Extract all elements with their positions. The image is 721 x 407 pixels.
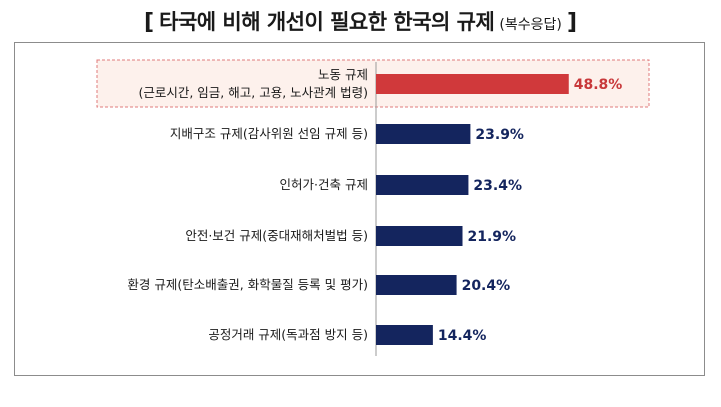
value-label-3: 21.9%	[468, 229, 517, 245]
value-label-1: 23.9%	[475, 127, 524, 143]
bar-3	[376, 226, 463, 246]
value-label-5: 14.4%	[438, 328, 487, 344]
category-label-3: 안전·보건 규제(중대재해처벌법 등)	[185, 228, 368, 243]
value-label-2: 23.4%	[473, 178, 522, 194]
bar-5	[376, 325, 433, 345]
value-label-4: 20.4%	[462, 278, 511, 294]
bar-2	[376, 175, 469, 195]
value-label-0: 48.8%	[574, 77, 623, 93]
category-label-4: 환경 규제(탄소배출권, 화학물질 등록 및 평가)	[127, 277, 368, 292]
category-label-0-line-1: (근로시간, 임금, 해고, 고용, 노사관계 법령)	[138, 85, 368, 100]
bar-0	[376, 74, 569, 94]
category-label-2: 인허가·건축 규제	[280, 177, 368, 192]
category-label-0-line-0: 노동 규제	[318, 67, 368, 82]
title-main: 타국에 비해 개선이 필요한 한국의 규제	[159, 10, 495, 34]
title-bracket-close: ]	[566, 10, 578, 35]
category-label-1: 지배구조 규제(감사위원 선임 규제 등)	[170, 126, 368, 141]
bar-1	[376, 124, 471, 144]
category-label-5: 공정거래 규제(독과점 방지 등)	[208, 327, 368, 342]
title-subtitle: (복수응답)	[499, 17, 562, 33]
title-bracket-open: [	[143, 10, 155, 35]
bar-4	[376, 275, 457, 295]
chart-frame	[14, 42, 705, 376]
chart-title: [ 타국에 비해 개선이 필요한 한국의 규제 (복수응답) ]	[0, 6, 721, 36]
